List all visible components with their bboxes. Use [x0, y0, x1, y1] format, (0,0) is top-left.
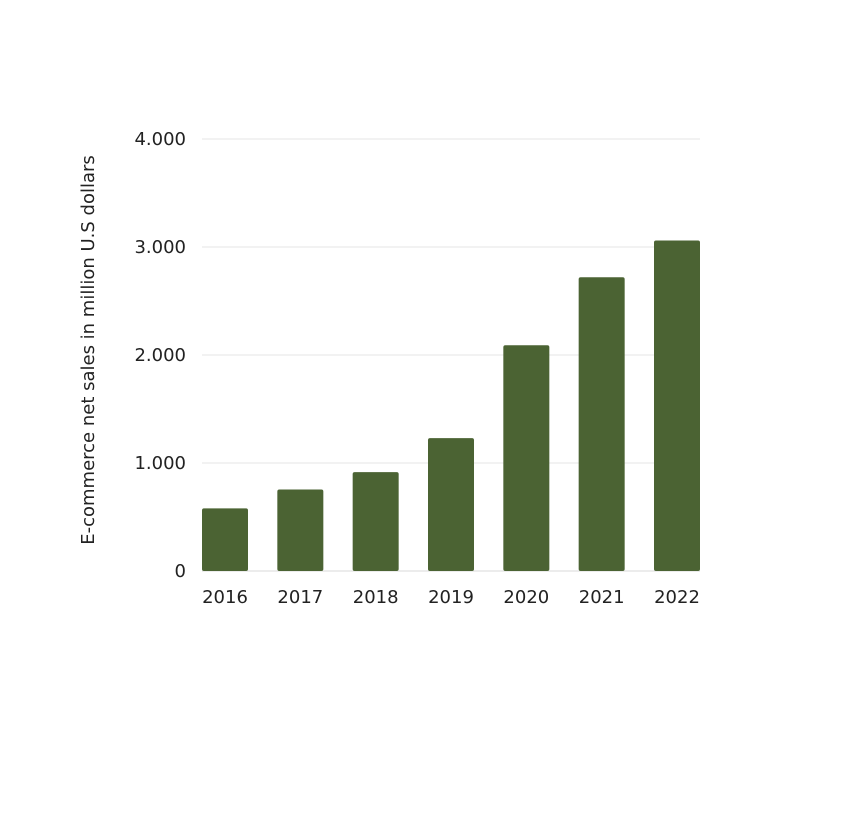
- bar-2020: [503, 345, 550, 571]
- bars: [202, 240, 700, 571]
- x-tick-label: 2021: [579, 587, 625, 608]
- x-tick-label: 2020: [503, 587, 549, 608]
- y-tick-label: 3.000: [134, 237, 186, 258]
- x-tick-label: 2022: [654, 587, 700, 608]
- x-tick-label: 2016: [202, 587, 248, 608]
- bar-2016: [202, 508, 248, 571]
- y-tick-label: 4.000: [134, 129, 186, 150]
- y-tick-label: 0: [175, 561, 186, 582]
- x-tick-label: 2018: [353, 587, 399, 608]
- x-tick-label: 2019: [428, 587, 474, 608]
- bar-2021: [578, 277, 625, 571]
- bar-2019: [428, 438, 474, 571]
- x-tick-label: 2017: [277, 587, 323, 608]
- bar-2017: [277, 489, 324, 571]
- y-tick-label: 1.000: [134, 453, 186, 474]
- y-axis-title: E-commerce net sales in million U.S doll…: [78, 155, 99, 545]
- x-axis-ticks: 2016 2017 2018 2019 2020 2021 2022: [202, 587, 700, 608]
- bar-2018: [352, 472, 399, 571]
- y-axis-ticks: 0 1.000 2.000 3.000 4.000: [134, 129, 186, 582]
- y-tick-label: 2.000: [134, 345, 186, 366]
- bar-2022: [654, 240, 700, 571]
